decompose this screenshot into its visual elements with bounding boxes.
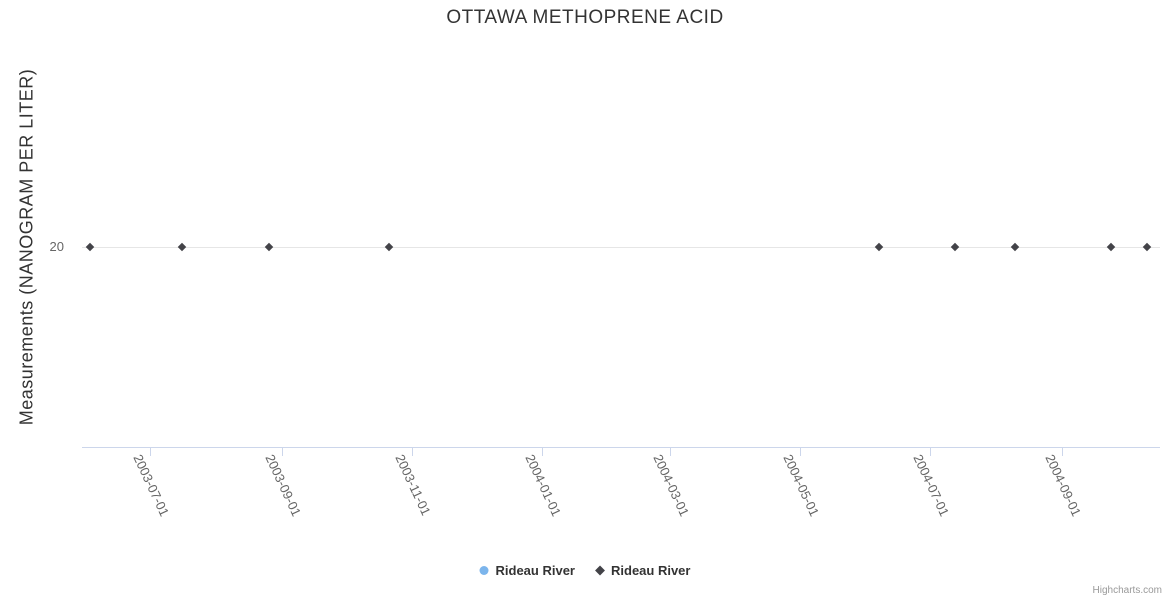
x-axis-label: 2004-03-01 xyxy=(650,452,693,519)
x-axis-tick xyxy=(412,448,414,456)
x-axis-label: 2004-09-01 xyxy=(1042,452,1085,519)
highcharts-credits-link[interactable]: Highcharts.com xyxy=(1092,585,1162,596)
data-point[interactable] xyxy=(265,242,274,252)
x-axis-line xyxy=(82,447,1160,448)
x-axis-label: 2004-05-01 xyxy=(780,452,823,519)
y-gridline xyxy=(82,247,1160,248)
legend: Rideau River Rideau River xyxy=(479,563,691,578)
x-axis-tick xyxy=(669,448,671,456)
legend-item-rideau-river-2[interactable]: Rideau River xyxy=(595,563,691,578)
data-point[interactable] xyxy=(177,242,187,252)
series-marker-circle-icon xyxy=(479,566,489,575)
x-axis-label: 2003-11-01 xyxy=(392,452,434,518)
y-axis-tick-label: 20 xyxy=(49,239,64,254)
x-axis-tick xyxy=(282,448,284,456)
data-point[interactable] xyxy=(951,242,960,252)
x-axis-label: 2004-07-01 xyxy=(910,452,952,519)
legend-item-label: Rideau River xyxy=(611,563,691,578)
data-point[interactable] xyxy=(86,242,95,252)
x-axis-tick xyxy=(1062,448,1063,456)
legend-item-label: Rideau River xyxy=(495,563,575,578)
x-axis-tick xyxy=(542,448,544,456)
x-axis-label: 2003-09-01 xyxy=(262,452,305,519)
data-point[interactable] xyxy=(1106,242,1116,252)
x-axis-tick xyxy=(150,448,151,456)
series-marker-diamond-icon xyxy=(595,565,606,576)
x-axis-label: 2004-01-01 xyxy=(522,452,565,519)
x-axis-label: 2003-07-01 xyxy=(130,452,173,519)
data-point[interactable] xyxy=(1010,242,1020,252)
legend-item-rideau-river-1[interactable]: Rideau River xyxy=(479,563,575,578)
data-point[interactable] xyxy=(384,242,393,252)
data-point[interactable] xyxy=(874,242,883,252)
chart-title: OTTAWA METHOPRENE ACID xyxy=(446,7,724,28)
data-point[interactable] xyxy=(1142,242,1152,252)
x-axis-tick xyxy=(799,448,801,456)
x-axis-tick xyxy=(929,448,931,456)
